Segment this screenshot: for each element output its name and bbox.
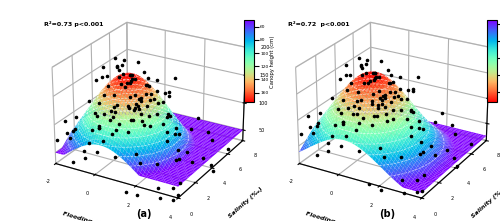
Y-axis label: Salinity (‰): Salinity (‰) xyxy=(228,186,264,219)
Text: R²=0.73 p<0.001: R²=0.73 p<0.001 xyxy=(44,21,104,27)
Text: (a): (a) xyxy=(136,209,152,219)
X-axis label: Flooding depth (m): Flooding depth (m) xyxy=(305,211,372,221)
Text: (b): (b) xyxy=(380,209,396,219)
Y-axis label: Salinity (‰): Salinity (‰) xyxy=(471,186,500,219)
Text: R²=0.72  p<0.001: R²=0.72 p<0.001 xyxy=(288,21,350,27)
Y-axis label: Canopy height (cm): Canopy height (cm) xyxy=(270,35,275,88)
X-axis label: Flooding depth (m): Flooding depth (m) xyxy=(62,211,128,221)
